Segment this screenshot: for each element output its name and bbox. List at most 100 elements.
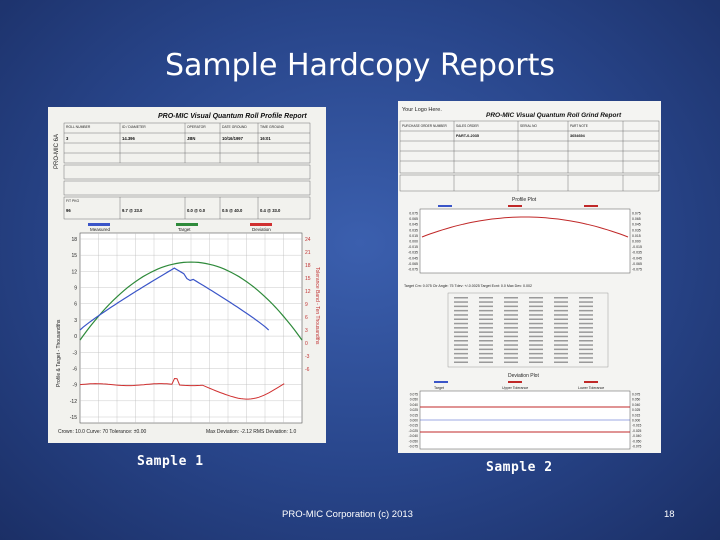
sample2-field-label: PART NOTE: [570, 124, 588, 128]
sample2-profile-tick-right: 0.015: [632, 234, 641, 238]
sample1-right-tick: 18: [305, 263, 311, 269]
sample2-field-value: 3654694: [570, 134, 586, 138]
sample2-deviation-tick-left: 0.015: [410, 413, 418, 417]
sample2-report-image: Your Logo Here. PRO-MIC Visual Quantum R…: [398, 101, 661, 453]
sample1-left-tick: 3: [74, 318, 77, 324]
sample1-left-tick: -6: [73, 366, 78, 372]
sample2-profile-tick-right: 0.065: [632, 217, 641, 221]
sample2-field-value: PART-0-2035: [456, 134, 479, 138]
sample1-target-curve: [79, 261, 303, 341]
sample1-right-tick: -6: [305, 367, 310, 373]
sample2-profile-tick-left: -0.075: [408, 268, 418, 272]
sample2-logo-placeholder: Your Logo Here.: [402, 107, 442, 113]
sample1-legend: Measured Target Deviation: [88, 223, 272, 232]
sample2-deviation-legend: Target Upper Tolerance Lower Tolerance: [434, 381, 604, 390]
sample2-deviation-tick-left: -0.050: [409, 439, 419, 443]
sample2-profile-tick-left: 0.035: [409, 228, 418, 232]
sample1-left-tick: 6: [74, 302, 77, 308]
sample1-left-tick: 15: [71, 253, 77, 259]
sample2-profile-tick-right: -0.035: [632, 251, 642, 255]
sample1-left-tick: 12: [71, 269, 77, 275]
sample2-deviation-tick-left: 0.050: [410, 398, 418, 402]
sample1-chart-grid: [80, 233, 302, 423]
sample1-field-label: DATE GROUND: [222, 125, 247, 129]
sample1-right-axis-ticks: 24 21 18 15 12 9 6 3 0 -3 -6: [305, 237, 311, 373]
sample2-profile-tick-left: 0.075: [409, 212, 418, 216]
sample2-field-label: SERIAL NO: [520, 124, 537, 128]
sample2-deviation-tick-left: 0.000: [410, 419, 418, 423]
sample2-deviation-tick-right: -0.050: [632, 439, 642, 443]
sample2-deviation-tick-right: 0.015: [632, 413, 640, 417]
sample1-left-axis-ticks: 18 15 12 9 6 3 0 -3 -6 -9 -12 -15: [70, 237, 77, 421]
sample2-profile-tick-left: 0.065: [409, 217, 418, 221]
sample1-legend-deviation: Deviation: [252, 227, 271, 232]
sample2-profile-tick-left: 0.000: [409, 240, 418, 244]
sample2-deviation-tick-right: 0.025: [632, 408, 640, 412]
sample2-deviation-tick-right: -0.025: [632, 429, 642, 433]
sample2-field-label: SALES ORDER: [456, 124, 479, 128]
sample2-deviation-tick-right: 0.050: [632, 398, 640, 402]
sample2-profile-title: Profile Plot: [512, 197, 537, 203]
sample2-target-line: Target Crn: 0.075 Ctr Angle: 75 Tdev: +/…: [404, 284, 532, 288]
sample1-field-value: 3: [66, 136, 69, 141]
sample1-result-value: 96: [66, 208, 71, 213]
sample1-deviation-curve: [79, 377, 285, 400]
sample2-deviation-tick-left: -0.075: [409, 445, 419, 449]
slide-page-number: 18: [664, 509, 675, 520]
sample2-profile-legend: [438, 205, 598, 207]
sample1-right-tick: 12: [305, 289, 311, 295]
sample2-deviation-tick-left: -0.040: [409, 434, 419, 438]
sample1-result-value: 0.5 @ 40.0: [222, 208, 243, 213]
sample2-profile-tick-right: 0.035: [632, 228, 641, 232]
sample2-deviation-tick-left: -0.025: [409, 429, 419, 433]
sample2-profile-tick-right: 0.045: [632, 223, 641, 227]
sample2-deviation-tick-right: -0.075: [632, 445, 642, 449]
sample2-deviation-tick-right: -0.040: [632, 434, 642, 438]
sample2-profile-tick-right: 0.000: [632, 240, 641, 244]
sample1-result-value: 9.7 @ 23.0: [122, 208, 143, 213]
sample2-profile-tick-right: -0.015: [632, 245, 642, 249]
sample2-deviation-tick-left: 0.075: [410, 393, 418, 397]
sample1-legend-target: Target: [178, 227, 191, 232]
sample1-side-label: PRO-MIC 6A: [54, 134, 60, 169]
sample1-report-title: PRO-MIC Visual Quantum Roll Profile Repo…: [158, 113, 307, 120]
sample2-field-label: PURCHASE ORDER NUMBER: [402, 124, 448, 128]
sample2-report-document: Your Logo Here. PRO-MIC Visual Quantum R…: [398, 101, 661, 453]
sample1-right-tick: 0: [305, 341, 308, 347]
sample2-deviation-tick-left: 0.025: [410, 408, 418, 412]
sample2-data-table: [447, 292, 609, 368]
sample1-field-value: JBN: [187, 136, 195, 141]
sample2-profile-tick-right: -0.075: [632, 268, 642, 272]
sample2-deviation-tick-right: 0.040: [632, 403, 640, 407]
sample2-profile-tick-left: -0.035: [408, 251, 418, 255]
sample2-profile-tick-left: -0.015: [408, 245, 418, 249]
sample2-report-title: PRO-MIC Visual Quantum Roll Grind Report: [486, 112, 622, 119]
sample2-deviation-tick-left: 0.040: [410, 403, 418, 407]
sample1-right-tick: 3: [305, 328, 308, 334]
sample1-legend-measured: Measured: [90, 227, 111, 232]
sample1-footer-line: Crown: 10.0 Curve: 70 Tolerance: ±0.00: [58, 429, 146, 435]
sample1-result-label: FIT PKG: [66, 199, 79, 203]
sample1-right-tick: 15: [305, 276, 311, 282]
sample1-left-axis-label: Profile & Target - Thousandths: [56, 319, 62, 387]
sample1-field-label: ROLL NUMBER: [66, 125, 91, 129]
sample1-left-tick: 9: [74, 286, 77, 292]
sample2-legend-target: Target: [434, 386, 444, 390]
sample2-profile-tick-right: -0.065: [632, 262, 642, 266]
sample1-left-tick: 0: [74, 334, 77, 340]
sample1-fields: ROLL NUMBER 3 ID / DIAMETER 14.396 OPERATOR J…: [66, 125, 285, 141]
sample2-profile-tick-left: -0.065: [408, 262, 418, 266]
sample2-profile-frame: [419, 208, 631, 274]
sample1-report-image: PRO-MIC 6A PRO-MIC Visual Quantum Roll P…: [48, 107, 326, 443]
sample2-profile-tick-left: -0.045: [408, 256, 418, 260]
sample1-field-value: 10/16/1997: [222, 136, 244, 141]
sample1-left-tick: -9: [73, 383, 78, 389]
sample1-right-axis-label: Tolerance Band - Ten Thousandths: [314, 267, 320, 345]
sample2-profile-tick-left: 0.045: [409, 223, 418, 227]
sample1-right-tick: 24: [305, 237, 311, 243]
sample2-deviation-tick-right: 0.000: [632, 419, 640, 423]
sample2-caption: Sample 2: [486, 460, 553, 475]
sample1-result-value: 0.0 @ 0.0: [187, 208, 206, 213]
sample2-header-table: [399, 120, 660, 192]
